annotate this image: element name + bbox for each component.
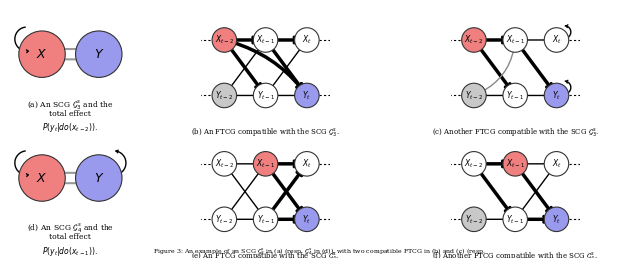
- Text: $P(y_t|do(x_{t-1}))$.: $P(y_t|do(x_{t-1}))$.: [42, 245, 99, 258]
- Text: $X_t$: $X_t$: [302, 34, 312, 46]
- Circle shape: [294, 207, 319, 232]
- Circle shape: [503, 152, 527, 176]
- Text: $Y_{t-2}$: $Y_{t-2}$: [465, 213, 483, 225]
- Text: $X_t$: $X_t$: [552, 34, 561, 46]
- Circle shape: [76, 31, 122, 77]
- Text: (f) Another FTCG compatible with the SCG $\mathcal{G}_4^s$.: (f) Another FTCG compatible with the SCG…: [432, 250, 598, 258]
- Text: (b) An FTCG compatible with the SCG $\mathcal{G}_3^s$.: (b) An FTCG compatible with the SCG $\ma…: [191, 126, 340, 139]
- Circle shape: [212, 83, 237, 108]
- Text: $X_{t-2}$: $X_{t-2}$: [215, 158, 234, 170]
- Circle shape: [461, 207, 486, 232]
- Text: $Y$: $Y$: [93, 172, 104, 184]
- Text: Figure 3: An example of an SCG $\mathcal{G}_3^s$ in (a) (resp. $\mathcal{G}_4^s$: Figure 3: An example of an SCG $\mathcal…: [154, 246, 486, 257]
- Text: $X_{t-1}$: $X_{t-1}$: [256, 34, 275, 46]
- Text: $X_t$: $X_t$: [302, 158, 312, 170]
- Circle shape: [76, 155, 122, 201]
- Text: $X_{t-2}$: $X_{t-2}$: [215, 34, 234, 46]
- Text: $Y_{t-1}$: $Y_{t-1}$: [257, 213, 275, 225]
- Text: $Y_{t-1}$: $Y_{t-1}$: [506, 89, 524, 102]
- Circle shape: [253, 207, 278, 232]
- Circle shape: [544, 207, 569, 232]
- Text: $Y_t$: $Y_t$: [552, 89, 561, 102]
- Text: $Y_t$: $Y_t$: [303, 89, 311, 102]
- Circle shape: [294, 28, 319, 52]
- Text: $Y_{t-2}$: $Y_{t-2}$: [215, 213, 234, 225]
- Text: $X_{t-1}$: $X_{t-1}$: [506, 158, 525, 170]
- Text: $X_{t-2}$: $X_{t-2}$: [465, 34, 483, 46]
- Circle shape: [461, 152, 486, 176]
- Circle shape: [19, 31, 65, 77]
- Text: $X_{t-2}$: $X_{t-2}$: [465, 158, 483, 170]
- Text: $X_t$: $X_t$: [552, 158, 561, 170]
- Text: $Y_t$: $Y_t$: [552, 213, 561, 225]
- Circle shape: [461, 28, 486, 52]
- Circle shape: [503, 28, 527, 52]
- Text: total effect: total effect: [49, 110, 92, 118]
- Text: $X$: $X$: [36, 172, 48, 184]
- Circle shape: [212, 207, 237, 232]
- Text: $P(y_t|do(x_{t-2}))$.: $P(y_t|do(x_{t-2}))$.: [42, 121, 99, 134]
- Circle shape: [461, 83, 486, 108]
- Circle shape: [294, 83, 319, 108]
- Text: total effect: total effect: [49, 233, 92, 241]
- Circle shape: [294, 152, 319, 176]
- Circle shape: [253, 83, 278, 108]
- Circle shape: [544, 28, 569, 52]
- Text: $Y$: $Y$: [93, 48, 104, 61]
- Circle shape: [253, 152, 278, 176]
- Text: $Y_{t-1}$: $Y_{t-1}$: [257, 89, 275, 102]
- Text: (d) An SCG $\mathcal{G}_4^s$ and the: (d) An SCG $\mathcal{G}_4^s$ and the: [27, 222, 114, 235]
- Text: (c) Another FTCG compatible with the SCG $\mathcal{G}_3^s$.: (c) Another FTCG compatible with the SCG…: [431, 126, 599, 139]
- Text: (e) An FTCG compatible with the SCG $\mathcal{G}_4^s$.: (e) An FTCG compatible with the SCG $\ma…: [191, 250, 340, 258]
- Text: $X$: $X$: [36, 48, 48, 61]
- Text: $Y_{t-1}$: $Y_{t-1}$: [506, 213, 524, 225]
- Circle shape: [544, 83, 569, 108]
- Text: (a) An SCG $\mathcal{G}_3^s$ and the: (a) An SCG $\mathcal{G}_3^s$ and the: [27, 98, 114, 111]
- Text: $Y_t$: $Y_t$: [303, 213, 311, 225]
- Circle shape: [212, 152, 237, 176]
- Circle shape: [503, 83, 527, 108]
- Circle shape: [253, 28, 278, 52]
- Text: $Y_{t-2}$: $Y_{t-2}$: [465, 89, 483, 102]
- Text: $X_{t-1}$: $X_{t-1}$: [256, 158, 275, 170]
- Circle shape: [19, 155, 65, 201]
- Text: $Y_{t-2}$: $Y_{t-2}$: [215, 89, 234, 102]
- Circle shape: [544, 152, 569, 176]
- Text: $X_{t-1}$: $X_{t-1}$: [506, 34, 525, 46]
- Circle shape: [503, 207, 527, 232]
- Circle shape: [212, 28, 237, 52]
